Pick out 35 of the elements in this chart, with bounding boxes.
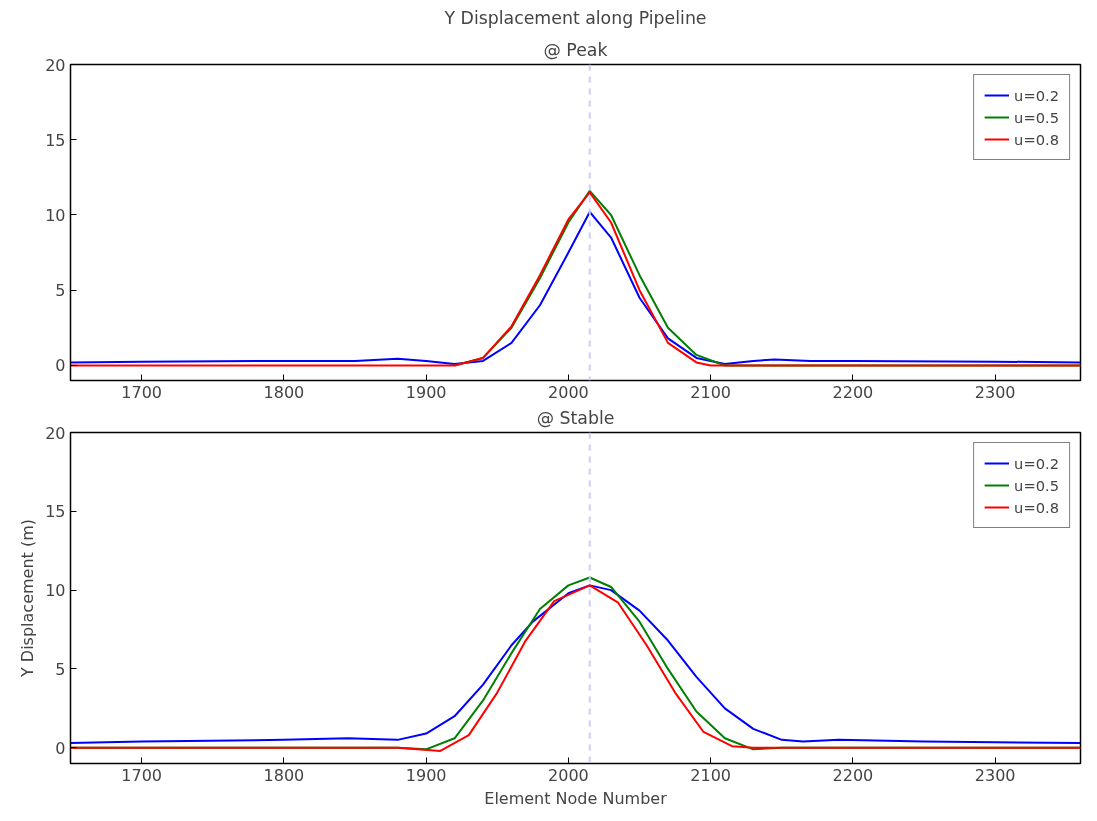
legend-label: u=0.8 <box>1014 130 1059 148</box>
x-axis-title: Element Node Number <box>484 788 668 808</box>
x-tick-label: 2300 <box>974 382 1016 402</box>
y-tick-label: 10 <box>45 581 66 601</box>
y-tick-label: 0 <box>55 738 66 758</box>
y-tick-label: 20 <box>45 423 66 443</box>
y-axis-title: Y Displacement (m) <box>18 518 38 678</box>
x-tick-label: 2000 <box>548 382 589 402</box>
x-tick-label: 2100 <box>690 382 731 402</box>
y-tick-label: 20 <box>45 55 66 75</box>
x-tick-label: 2200 <box>832 382 874 402</box>
y-tick-label: 10 <box>45 205 66 225</box>
y-tick-label: 15 <box>45 502 66 522</box>
legend-label: u=0.5 <box>1014 476 1059 494</box>
x-tick-label: 2200 <box>832 765 874 785</box>
x-tick-label: 1800 <box>263 382 305 402</box>
x-tick-label: 1900 <box>405 765 447 785</box>
legend-label: u=0.8 <box>1014 498 1059 516</box>
x-tick-label: 1900 <box>405 382 447 402</box>
x-tick-label: 1700 <box>121 765 162 785</box>
chart-subtitle: @ Peak <box>543 39 608 60</box>
legend-label: u=0.2 <box>1014 86 1059 104</box>
x-tick-label: 1800 <box>263 765 305 785</box>
legend-label: u=0.5 <box>1014 108 1059 126</box>
y-tick-label: 0 <box>55 356 66 376</box>
x-tick-label: 1700 <box>121 382 162 402</box>
chart-title: Y Displacement along Pipeline <box>443 7 707 28</box>
y-tick-label: 5 <box>55 659 66 679</box>
legend-label: u=0.2 <box>1014 454 1059 472</box>
chart-title: @ Stable <box>536 407 615 428</box>
x-tick-label: 2000 <box>548 765 589 785</box>
y-tick-label: 5 <box>55 281 66 301</box>
x-tick-label: 2100 <box>690 765 731 785</box>
y-tick-label: 15 <box>45 130 66 150</box>
x-tick-label: 2300 <box>974 765 1016 785</box>
